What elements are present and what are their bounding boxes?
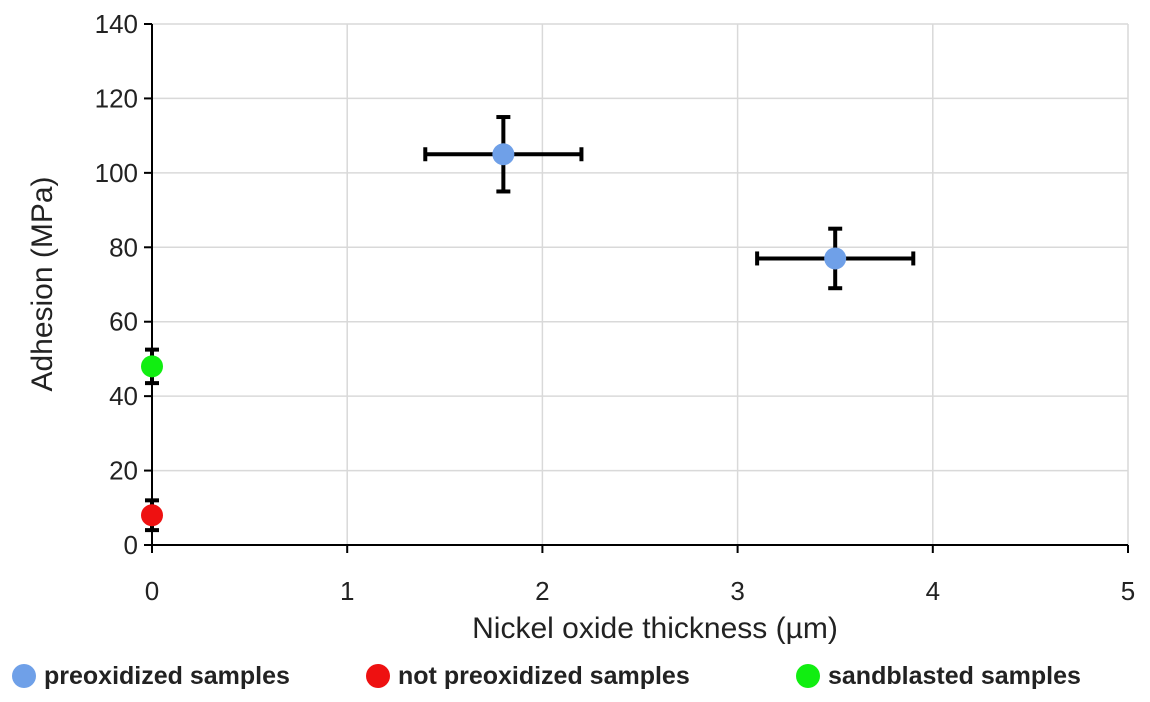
tick-labels: 0 20 40 60 80 100 120 140 0 1 2 3 4 5 [95,9,1136,606]
y-tick-label: 20 [109,456,138,486]
y-tick-label: 120 [95,83,138,113]
y-tick-label: 100 [95,158,138,188]
x-tick-label: 1 [340,576,354,606]
data-point [141,504,163,527]
axes [144,23,1129,553]
x-tick-label: 5 [1121,576,1135,606]
grid [152,23,1129,545]
data-point [141,355,163,378]
legend-marker-sandblasted [796,664,820,688]
x-tick-label: 2 [535,576,549,606]
legend-label-preoxidized: preoxidized samples [44,661,290,690]
error-bars [145,115,916,533]
x-tick-label: 0 [145,576,159,606]
x-tick-label: 3 [730,576,744,606]
x-tick-label: 4 [926,576,940,606]
scatter-plot: 0 20 40 60 80 100 120 140 0 1 2 3 4 5 Nickel oxide th… [26,9,1136,645]
y-tick-label: 0 [124,530,138,560]
x-axis-title: Nickel oxide thickness (µm) [472,612,838,645]
legend-marker-preoxidized [12,664,36,688]
data-points [141,143,847,527]
y-tick-label: 60 [109,307,138,337]
legend-item-not-preoxidized: not preoxidized samples [366,656,690,696]
data-point [824,247,847,270]
legend-item-sandblasted: sandblasted samples [796,656,1081,696]
y-tick-label: 140 [95,9,138,39]
data-point [492,143,515,166]
legend: preoxidized samples not preoxidized samp… [0,656,1150,696]
y-tick-label: 80 [109,232,138,262]
legend-item-preoxidized: preoxidized samples [12,656,290,696]
legend-marker-not-preoxidized [366,664,390,688]
legend-label-not-preoxidized: not preoxidized samples [398,661,690,690]
y-tick-label: 40 [109,381,138,411]
legend-label-sandblasted: sandblasted samples [828,661,1081,690]
y-axis-title: Adhesion (MPa) [26,176,59,391]
